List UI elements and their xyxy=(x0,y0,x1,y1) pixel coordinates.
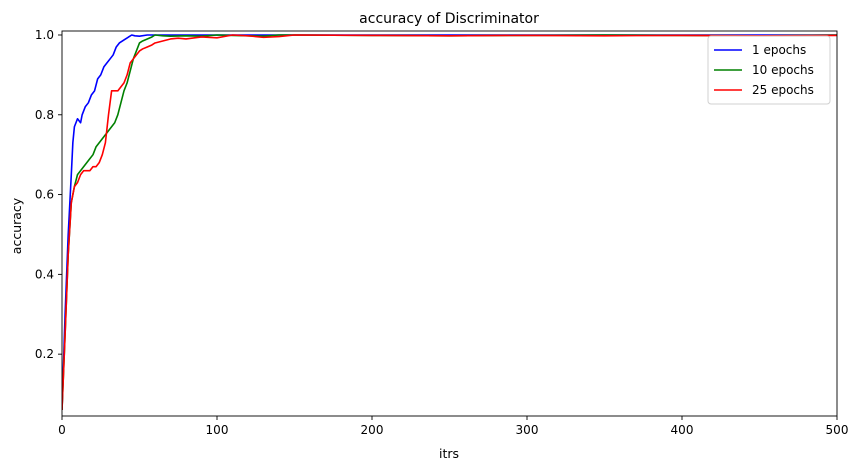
plot-frame xyxy=(61,30,838,417)
plot-area xyxy=(61,30,838,417)
chart-title: accuracy of Discriminator xyxy=(359,11,539,27)
x-axis: 0 100 200 300 400 500 xyxy=(58,416,848,437)
x-tick-label: 0 xyxy=(58,423,66,437)
x-axis-label: itrs xyxy=(439,446,459,461)
legend-label-1: 1 epochs xyxy=(752,43,806,57)
y-tick-label: 0.4 xyxy=(35,267,54,281)
legend: 1 epochs 10 epochs 25 epochs xyxy=(707,35,831,105)
y-tick-label: 0.8 xyxy=(35,108,54,122)
series-line-3 xyxy=(62,34,837,411)
y-tick-label: 0.2 xyxy=(35,347,54,361)
y-tick-label: 1.0 xyxy=(35,28,54,42)
y-tick-label: 0.6 xyxy=(35,188,54,202)
x-tick-label: 300 xyxy=(516,423,539,437)
legend-label-2: 10 epochs xyxy=(752,63,814,77)
x-tick-label: 100 xyxy=(206,423,229,437)
y-axis-label: accuracy xyxy=(9,197,24,254)
x-tick-label: 500 xyxy=(826,423,849,437)
x-tick-label: 200 xyxy=(361,423,384,437)
x-tick-label: 400 xyxy=(671,423,694,437)
y-axis: 0.2 0.4 0.6 0.8 1.0 xyxy=(35,28,62,361)
legend-box xyxy=(707,35,831,105)
legend-label-3: 25 epochs xyxy=(752,83,814,97)
